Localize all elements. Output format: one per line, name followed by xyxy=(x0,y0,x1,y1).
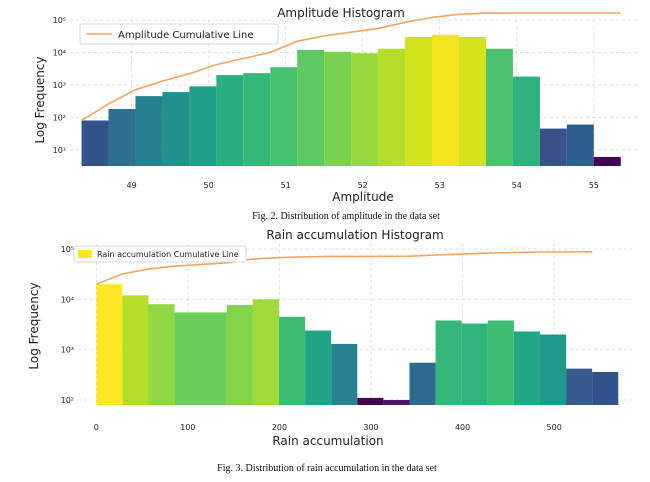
histogram-bar xyxy=(487,320,514,405)
y-tick-label: 10³ xyxy=(61,346,74,355)
amplitude-cumulative-line xyxy=(81,12,621,122)
histogram-bar xyxy=(592,371,619,405)
x-tick-label: 54 xyxy=(512,181,522,190)
amplitude-legend-label: Amplitude Cumulative Line xyxy=(118,30,254,41)
amplitude-y-axis-label: Log Frequency xyxy=(33,56,47,143)
rain-bars xyxy=(96,284,619,405)
histogram-bar xyxy=(96,284,123,405)
y-tick-label: 10⁴ xyxy=(53,48,66,57)
histogram-bar xyxy=(81,120,109,166)
histogram-bar xyxy=(405,36,433,167)
histogram-bar xyxy=(461,323,488,405)
histogram-bar xyxy=(278,316,306,405)
y-tick-label: 10⁵ xyxy=(61,245,74,254)
histogram-bar xyxy=(324,51,352,166)
histogram-bar xyxy=(512,76,540,166)
histogram-bar xyxy=(108,109,136,166)
rain-chart-title: Rain accumulation Histogram xyxy=(266,228,443,242)
histogram-bar xyxy=(305,330,332,405)
amplitude-y-ticks: 10¹ 10² 10³ 10⁴ 10⁵ xyxy=(53,16,66,155)
histogram-bar xyxy=(226,305,253,405)
histogram-bar xyxy=(252,299,279,405)
x-tick-label: 51 xyxy=(281,181,291,190)
histogram-bar xyxy=(539,334,567,405)
rain-legend-box xyxy=(73,245,247,263)
y-tick-label: 10³ xyxy=(53,81,66,90)
x-tick-label: 53 xyxy=(435,181,445,190)
histogram-bar xyxy=(435,320,462,405)
rain-legend: Rain accumulation Cumulative Line xyxy=(73,245,247,263)
histogram-bar xyxy=(539,128,567,166)
figure-3-caption: Fig. 3. Distribution of rain accumulatio… xyxy=(217,463,437,474)
histogram-bar xyxy=(243,73,271,166)
histogram-bar xyxy=(189,86,217,166)
rain-accumulation-histogram-chart: 10² 10³ 10⁴ 10⁵ 0 100 200 300 400 500 Rain accum… xyxy=(27,228,632,448)
rain-y-ticks: 10² 10³ 10⁴ 10⁵ xyxy=(61,245,74,405)
rain-cumulative-line xyxy=(96,251,593,285)
y-tick-label: 10² xyxy=(61,396,74,405)
amplitude-bars xyxy=(81,34,621,167)
x-tick-label: 0 xyxy=(94,423,99,432)
x-tick-label: 400 xyxy=(455,423,470,432)
histogram-bar xyxy=(566,124,594,166)
histogram-bar xyxy=(383,399,410,405)
rain-y-axis-label: Log Frequency xyxy=(27,282,41,369)
rain-legend-swatch xyxy=(78,250,92,258)
x-tick-label: 49 xyxy=(127,181,137,190)
histogram-bar xyxy=(162,92,190,166)
amplitude-chart-title: Amplitude Histogram xyxy=(277,6,405,20)
histogram-bar xyxy=(566,368,593,405)
histogram-bar xyxy=(593,156,621,166)
x-tick-label: 200 xyxy=(272,423,287,432)
histogram-bar xyxy=(174,312,227,405)
histogram-bar xyxy=(148,304,175,405)
histogram-bar xyxy=(357,397,384,405)
amplitude-legend-box xyxy=(79,23,279,45)
histogram-bar xyxy=(458,36,486,167)
x-tick-label: 100 xyxy=(180,423,195,432)
rain-x-axis-label: Rain accumulation xyxy=(272,434,383,448)
histogram-bar xyxy=(351,53,379,166)
rain-legend-label: Rain accumulation Cumulative Line xyxy=(97,250,239,259)
x-tick-label: 55 xyxy=(589,181,599,190)
histogram-bar xyxy=(513,331,540,405)
histogram-bar xyxy=(485,48,513,166)
amplitude-legend: Amplitude Cumulative Line xyxy=(79,23,279,45)
histogram-bar xyxy=(135,96,163,166)
y-tick-label: 10² xyxy=(53,113,66,122)
y-tick-label: 10⁵ xyxy=(53,16,66,25)
histogram-bar xyxy=(297,49,325,166)
figure-2-caption: Fig. 2. Distribution of amplitude in the… xyxy=(252,211,440,222)
histogram-bar xyxy=(378,48,406,166)
x-tick-label: 300 xyxy=(363,423,378,432)
amplitude-histogram-chart: 10¹ 10² 10³ 10⁴ 10⁵ 49 50 51 52 53 54 55 Amplitude… xyxy=(33,6,640,204)
histogram-bar xyxy=(432,34,459,167)
rain-x-ticks: 0 100 200 300 400 500 xyxy=(94,423,562,432)
histogram-bar xyxy=(122,295,149,405)
histogram-bar xyxy=(216,75,244,166)
histogram-bar xyxy=(331,343,358,405)
x-tick-label: 500 xyxy=(547,423,562,432)
amplitude-x-axis-label: Amplitude xyxy=(332,190,394,204)
y-tick-label: 10⁴ xyxy=(61,295,74,304)
x-tick-label: 52 xyxy=(358,181,368,190)
histogram-bar xyxy=(270,67,298,166)
y-tick-label: 10¹ xyxy=(53,146,66,155)
x-tick-label: 50 xyxy=(204,181,214,190)
histogram-bar xyxy=(409,362,436,405)
amplitude-x-ticks: 49 50 51 52 53 54 55 xyxy=(127,181,599,190)
